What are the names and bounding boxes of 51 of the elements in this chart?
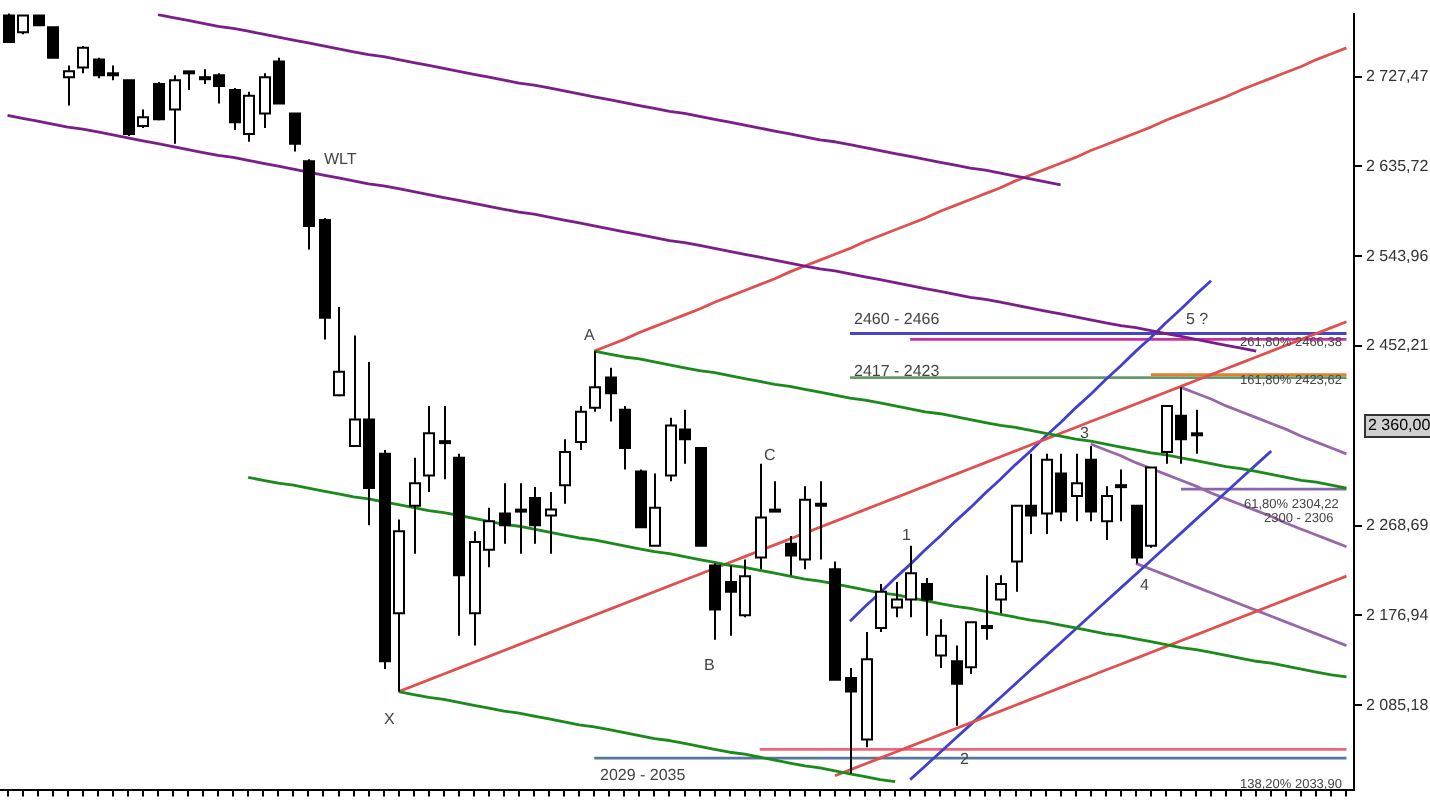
candlestick	[575, 404, 587, 451]
text: 2 360,00	[1368, 416, 1430, 435]
annotation: 3	[1080, 424, 1090, 443]
candlestick	[981, 574, 993, 641]
annotation: WLT	[324, 150, 357, 169]
candlestick	[935, 618, 947, 670]
candlestick	[1191, 408, 1203, 455]
annotation: 1	[902, 526, 912, 545]
candlestick	[77, 44, 89, 75]
y-tick-label: 2 635,72	[1366, 156, 1430, 175]
candlestick	[1115, 468, 1127, 523]
candlestick	[333, 306, 345, 398]
candlestick	[47, 26, 59, 59]
annotation: A	[584, 326, 596, 345]
annotation: 4	[1140, 576, 1150, 595]
candlestick	[289, 112, 301, 153]
candlestick	[559, 438, 571, 505]
y-tick-label: 2 727,47	[1366, 67, 1430, 86]
candlestick	[1101, 485, 1113, 541]
annotation: 5 ?	[1186, 310, 1210, 329]
candlestick	[605, 366, 617, 423]
candlestick	[709, 562, 721, 641]
candlestick	[545, 491, 557, 555]
candlestick	[499, 482, 511, 545]
candlestick	[589, 350, 601, 413]
candlestick	[409, 456, 421, 555]
y-tick-label: 2 268,69	[1366, 515, 1430, 534]
y-tick-label: 2 085,18	[1366, 695, 1430, 714]
annotation: 2460 - 2466	[854, 310, 941, 329]
annotation: B	[704, 656, 715, 675]
candlestick	[183, 70, 195, 91]
y-tick-label: 2 452,21	[1366, 336, 1430, 355]
candlestick	[921, 577, 933, 637]
candlestick	[153, 81, 165, 122]
candlestick	[815, 480, 827, 561]
candlestick	[755, 462, 767, 571]
candlestick	[169, 74, 181, 145]
candlestick	[63, 64, 75, 107]
y-tick-label: 2 176,94	[1366, 605, 1430, 624]
annotation: 2417 - 2423	[854, 362, 941, 381]
candlestick	[769, 480, 781, 513]
annotation: C	[764, 446, 776, 465]
candlestick	[875, 582, 887, 633]
annotation: 2029 - 2035	[600, 766, 687, 785]
y-tick-label: 2 543,96	[1366, 246, 1430, 265]
candlestick	[423, 404, 435, 494]
candlestick	[439, 404, 451, 481]
candlestick	[619, 404, 631, 471]
annotation: X	[384, 710, 396, 729]
candlestick	[995, 574, 1007, 615]
candlestick	[845, 667, 857, 775]
